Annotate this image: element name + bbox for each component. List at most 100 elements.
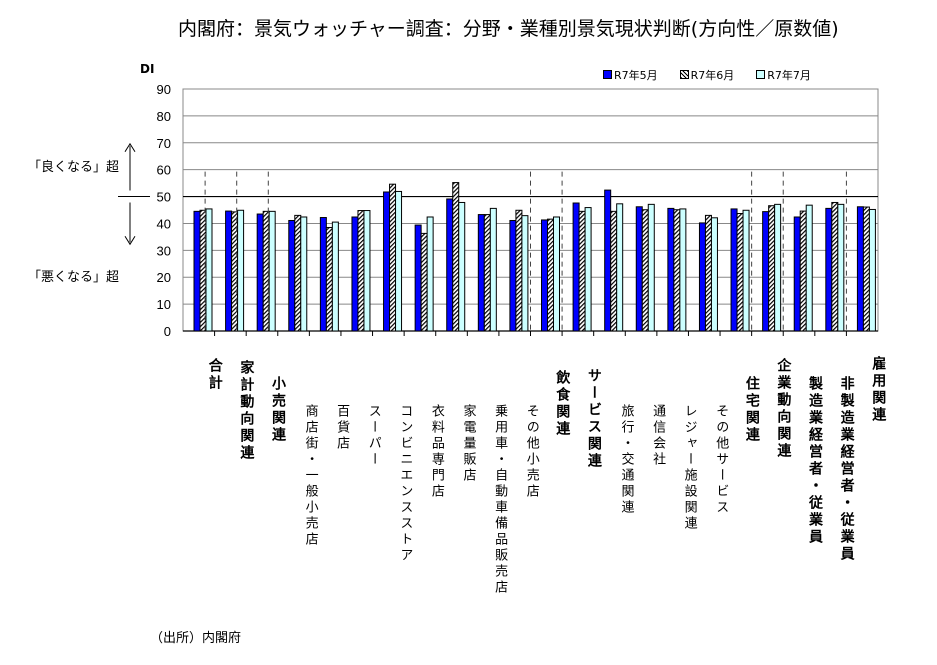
legend-item-july: R7年7月 — [756, 67, 811, 83]
y-tick-label: 80 — [157, 109, 171, 124]
bar — [331, 221, 339, 332]
x-tick-label: 家計動向関連 — [238, 360, 255, 462]
bar — [420, 232, 428, 332]
bar — [205, 208, 213, 332]
annotation-down: 「悪くなる」超 — [28, 270, 120, 285]
bar — [774, 203, 782, 332]
x-tick-label: 合計 — [206, 358, 223, 392]
x-tick-label: その他サービス — [713, 404, 729, 516]
bar — [319, 217, 327, 332]
y-tick-label: 10 — [157, 297, 171, 312]
bar — [351, 216, 359, 332]
x-tick-label: 衣料品専門店 — [428, 404, 444, 500]
x-tick-label: コンビニエンスストア — [397, 404, 413, 564]
legend-swatch — [756, 70, 766, 79]
x-tick-label: 非製造業経営者・従業員 — [838, 376, 855, 563]
legend-label: R7年6月 — [690, 69, 735, 82]
bar — [793, 216, 801, 332]
y-tick-label: 0 — [164, 324, 171, 339]
bar — [521, 215, 529, 332]
y-tick-label: 50 — [157, 190, 171, 205]
bar — [768, 205, 776, 332]
bar — [268, 210, 276, 332]
x-tick-label: その他小売店 — [523, 404, 539, 500]
bar — [547, 218, 554, 332]
bar — [604, 189, 612, 332]
bar — [446, 198, 454, 332]
bar — [667, 207, 675, 332]
bar — [553, 216, 560, 332]
bar — [193, 210, 201, 332]
y-tick-label: 20 — [157, 270, 171, 285]
bar — [868, 208, 876, 332]
bar — [641, 209, 649, 332]
bar — [647, 203, 655, 332]
y-tick-label: 60 — [157, 163, 171, 178]
bar — [704, 214, 712, 332]
bar — [325, 226, 333, 332]
bar — [578, 210, 586, 332]
bar — [509, 219, 517, 332]
legend: R7年5月 R7年6月 R7年7月 — [603, 67, 811, 83]
bar — [610, 210, 618, 332]
bar — [805, 204, 813, 332]
bar — [414, 224, 422, 332]
bar — [673, 209, 681, 332]
bar — [584, 207, 592, 332]
legend-item-june: R7年6月 — [679, 67, 735, 83]
bar — [288, 219, 296, 332]
bar — [698, 222, 706, 332]
bar — [742, 209, 750, 332]
y-tick-label: 40 — [157, 216, 171, 231]
bar — [616, 203, 624, 332]
x-tick-label: スーパー — [365, 404, 381, 468]
legend-swatch — [603, 70, 612, 79]
x-tick-label: 商店街・一般小売店 — [302, 404, 318, 548]
source-note: （出所）内閣府 — [150, 631, 242, 646]
x-tick-label: 飲食関連 — [554, 370, 571, 438]
bar — [389, 183, 397, 332]
x-tick-label: 企業動向関連 — [775, 358, 792, 460]
x-tick-label: 製造業経営者・従業員 — [807, 376, 824, 546]
bar — [294, 214, 302, 332]
bar — [477, 214, 485, 332]
bar — [730, 208, 738, 332]
x-tick-label: 乗用車・自動車備品販売店 — [492, 404, 508, 596]
bar — [837, 203, 845, 332]
bar — [825, 207, 833, 332]
bar — [856, 206, 864, 332]
legend-label: R7年5月 — [614, 69, 658, 82]
bar — [799, 210, 807, 332]
legend-item-may: R7年5月 — [603, 67, 658, 83]
bar — [426, 216, 434, 332]
legend-swatch — [679, 70, 689, 79]
x-tick-label: 通信会社 — [650, 404, 666, 468]
bar — [452, 182, 460, 332]
bar — [862, 206, 870, 332]
legend-label: R7年7月 — [767, 69, 811, 82]
y-axis-label: DI — [140, 62, 155, 76]
bar — [383, 191, 391, 332]
x-tick-label: 住宅関連 — [743, 376, 760, 444]
bar — [225, 210, 233, 332]
bar — [483, 214, 491, 332]
bar — [256, 213, 264, 332]
bar — [541, 219, 548, 332]
x-tick-label: 旅行・交通関連 — [618, 404, 634, 516]
bar — [635, 206, 643, 332]
x-tick-label: 小売関連 — [269, 376, 286, 444]
x-tick-label: レジャー施設関連 — [681, 404, 697, 532]
bar — [237, 209, 245, 332]
bar — [458, 201, 466, 332]
bar — [363, 210, 371, 332]
bar — [762, 211, 770, 332]
x-tick-label: 百貨店 — [334, 404, 350, 452]
bar — [679, 208, 687, 332]
bar — [515, 209, 523, 332]
x-tick-label: サービス関連 — [585, 368, 602, 470]
y-tick-label: 30 — [157, 243, 171, 258]
arrow-up-icon — [124, 142, 136, 153]
bar — [572, 202, 580, 332]
y-tick-label: 90 — [157, 82, 171, 97]
